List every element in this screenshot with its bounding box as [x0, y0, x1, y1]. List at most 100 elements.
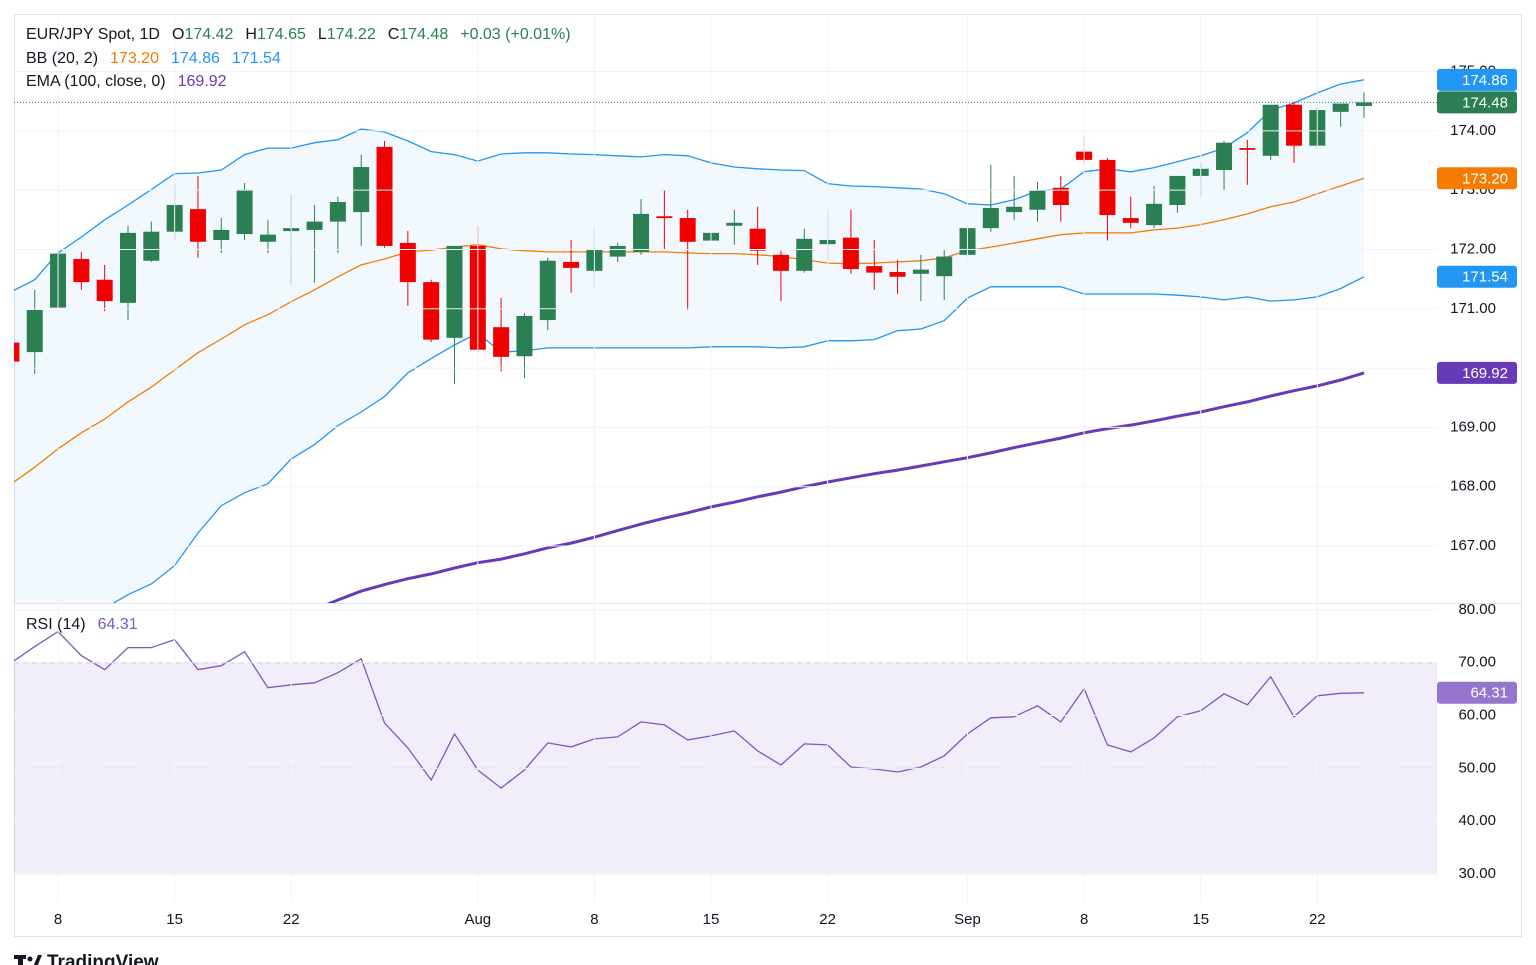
y-tick-label: 60.00	[1458, 706, 1496, 723]
candle-body	[726, 222, 743, 226]
indicator-name: BB (20, 2)	[26, 50, 99, 67]
candle-body	[329, 202, 346, 222]
candle-body	[1006, 206, 1023, 213]
candle-body	[866, 266, 883, 273]
x-tick-label: 8	[1080, 911, 1088, 928]
candle-body	[1099, 159, 1116, 216]
ohlc-value: 174.22	[326, 26, 376, 43]
rsi-value: 64.31	[97, 616, 138, 633]
y-tick-label: 30.00	[1458, 865, 1496, 882]
y-tick-label: 167.00	[1450, 537, 1496, 554]
y-tick-label: 174.00	[1450, 122, 1496, 139]
candle-body	[213, 229, 230, 240]
candle-body	[73, 258, 90, 283]
y-tick-label: 50.00	[1458, 759, 1496, 776]
candle-body	[14, 342, 20, 362]
x-tick-label: 15	[1192, 911, 1209, 928]
candle-body	[609, 245, 626, 257]
price-tag-label: 64.31	[1470, 685, 1508, 702]
candle-body	[656, 216, 673, 219]
price-tag-label: 169.92	[1462, 365, 1508, 382]
candle-body	[772, 254, 789, 271]
x-tick-label: 8	[590, 911, 598, 928]
candle-body	[189, 209, 206, 242]
candle-body	[912, 269, 929, 274]
indicator-value: 173.20	[110, 50, 159, 67]
candle-body	[1332, 103, 1349, 112]
candle-body	[26, 309, 43, 353]
rsi-legend: RSI (14) 64.31	[26, 616, 142, 634]
indicator-value: 171.54	[231, 50, 281, 67]
indicator-name: EMA (100, close, 0)	[26, 73, 166, 90]
candle-body	[143, 231, 160, 261]
ohlc-value: 174.42	[184, 26, 234, 43]
indicator-value: 174.86	[170, 50, 220, 67]
ema-legend: EMA (100, close, 0) 169.92	[26, 73, 239, 91]
x-tick-label: 22	[1309, 911, 1326, 928]
bb-fill	[14, 79, 1364, 603]
candle-body	[1262, 104, 1279, 156]
price-tag	[1437, 91, 1517, 114]
logo: TradingView	[14, 952, 159, 965]
price-tag	[1437, 681, 1517, 704]
y-tick-label: 168.00	[1450, 478, 1496, 495]
candle-body	[842, 237, 859, 270]
price-tag	[1437, 68, 1517, 91]
price-tag-label: 174.86	[1462, 72, 1508, 89]
bb-legend: BB (20, 2) 173.20 174.86 171.54	[26, 50, 293, 68]
candle-body	[96, 279, 113, 302]
candle-body	[1216, 142, 1233, 170]
ohlc-label: C	[387, 26, 400, 43]
price-pane	[14, 79, 1437, 603]
price-tag	[1437, 265, 1517, 288]
candle-body	[749, 228, 766, 251]
candle-body	[1355, 102, 1372, 106]
x-tick-label: 22	[283, 911, 300, 928]
x-tick-label: Sep	[954, 911, 981, 928]
x-tick-label: Aug	[464, 911, 491, 928]
x-tick-label: 8	[54, 911, 62, 928]
candle-body	[120, 232, 136, 303]
frame	[14, 14, 1522, 937]
candle-body	[423, 282, 440, 340]
x-tick-label: 15	[166, 911, 183, 928]
price-tag-label: 174.48	[1462, 94, 1508, 111]
y-tick-label: 171.00	[1450, 300, 1496, 317]
candle-body	[516, 315, 533, 357]
candle-body	[796, 238, 813, 271]
candle-body	[679, 218, 696, 242]
candle-body	[563, 261, 580, 268]
price-tag	[1437, 167, 1517, 190]
ohlc-label: H	[245, 26, 257, 43]
ohlc-value: 174.65	[256, 26, 306, 43]
ohlc-label: L	[317, 26, 327, 43]
candle-body	[889, 272, 906, 277]
candle-body	[936, 256, 953, 277]
candle-body	[1239, 148, 1256, 150]
axes: 8 15 22 Aug 8 15 22 Sep 8 15 22 167.00 168.00 169.00 1…	[14, 14, 1517, 928]
rsi-line	[14, 630, 1365, 789]
candle-body	[1146, 203, 1163, 226]
price-tag-label: 171.54	[1462, 269, 1508, 286]
candle-body	[539, 260, 556, 321]
indicator-line	[14, 79, 1365, 292]
indicator-line	[326, 371, 1365, 603]
candle-body	[1029, 190, 1046, 210]
candle-body	[353, 167, 370, 213]
candle-body	[306, 221, 323, 230]
candle-body	[399, 242, 416, 283]
ohlc-label: O	[171, 26, 185, 43]
candle-body	[493, 327, 510, 357]
candle-body	[446, 245, 463, 338]
y-tick-label: 172.00	[1450, 240, 1496, 257]
ohlc-value: 174.48	[399, 26, 449, 43]
change: +0.03 (+0.01%)	[460, 26, 571, 43]
candle-body	[259, 234, 276, 242]
indicator-value: 169.92	[177, 73, 227, 90]
indicator-line	[112, 276, 1365, 603]
ohlc-legend: EUR/JPY Spot, 1D O174.42 H174.65 L174.22 C17…	[26, 26, 575, 44]
candle-body	[236, 189, 253, 235]
y-tick-label: 40.00	[1458, 812, 1496, 829]
